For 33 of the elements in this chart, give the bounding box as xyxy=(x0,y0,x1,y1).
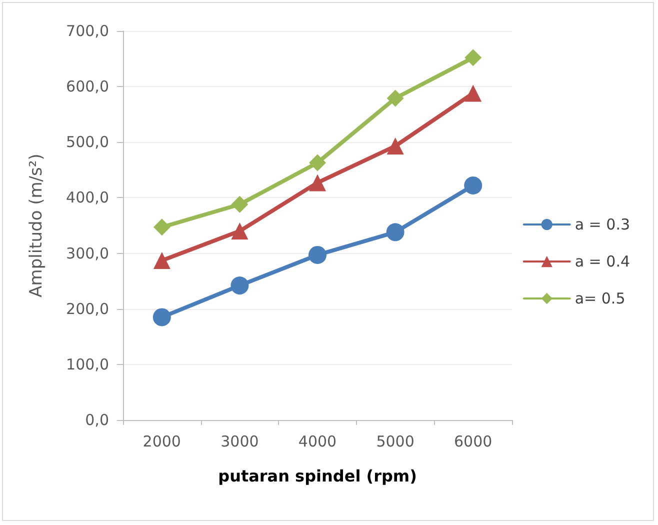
point xyxy=(464,84,482,102)
legend-label: a = 0.4 xyxy=(574,252,630,270)
y-tick-label: 700,0 xyxy=(66,22,109,40)
y-tick-label: 400,0 xyxy=(66,188,109,207)
point xyxy=(153,218,170,236)
y-tick-label: 200,0 xyxy=(66,300,109,318)
x-tick-label: 2000 xyxy=(142,432,181,450)
point xyxy=(231,196,248,213)
point xyxy=(464,49,482,66)
point xyxy=(153,252,170,270)
y-tick-label: 100,0 xyxy=(66,355,109,374)
point xyxy=(308,246,326,264)
point xyxy=(464,176,482,194)
legend-label: a= 0.5 xyxy=(574,290,626,308)
point xyxy=(309,174,326,192)
x-tick-label: 3000 xyxy=(220,432,259,450)
legend-label: a = 0.3 xyxy=(574,216,630,234)
y-tick-label: 300,0 xyxy=(66,244,109,262)
point xyxy=(386,90,404,107)
y-tick-label: 600,0 xyxy=(66,78,109,96)
y-axis-title: Amplitudo (m/s²) xyxy=(26,154,46,298)
x-tick-label: 6000 xyxy=(454,432,492,450)
point xyxy=(230,276,249,295)
point xyxy=(386,138,404,155)
point xyxy=(231,222,248,240)
x-tick-label: 4000 xyxy=(298,432,337,450)
y-tick-label: 0,0 xyxy=(85,411,109,429)
point xyxy=(152,308,171,326)
point xyxy=(386,223,404,242)
x-tick-label: 5000 xyxy=(376,432,414,450)
point xyxy=(309,154,326,172)
y-tick-label: 500,0 xyxy=(66,133,109,152)
x-axis-title: putaran spindel (rpm) xyxy=(218,466,417,486)
